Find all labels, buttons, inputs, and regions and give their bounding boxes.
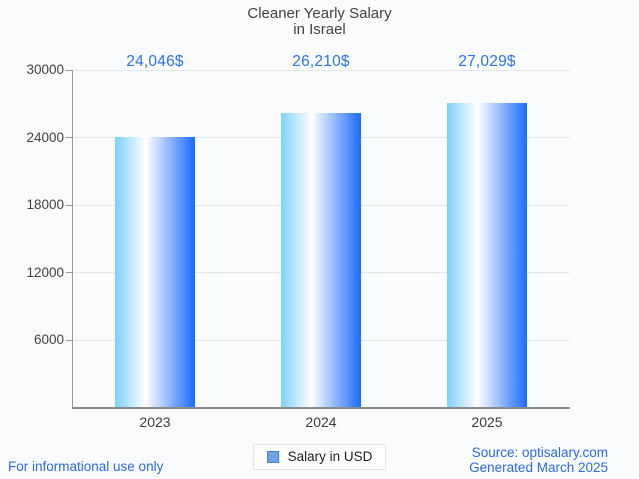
bar-2025 [447,103,527,408]
bar-value-label-2025: 27,029$ [458,53,516,70]
bar-2023 [115,137,195,408]
chart-title: Cleaner Yearly Salary in Israel [0,6,639,38]
legend-marker-square-icon [266,450,279,463]
y-axis-label: 12000 [26,264,64,280]
y-axis-label: 18000 [26,197,64,213]
generated-line: Generated March 2025 [469,460,608,475]
y-axis-tick [66,272,72,274]
y-axis-tick [66,339,72,341]
y-axis-label: 30000 [26,62,64,77]
bar-value-label-2023: 24,046$ [126,53,184,70]
chart-title-line1: Cleaner Yearly Salary [247,5,392,22]
bar-2024 [281,112,361,408]
y-axis-label: 24000 [26,129,64,145]
gridline-30000 [72,69,570,71]
x-axis-label-2023: 2023 [139,414,171,430]
source-line: Source: optisalary.com [471,445,608,460]
legend: Salary in USD [252,444,387,470]
y-axis-tick [66,69,72,71]
x-axis-label-2024: 2024 [305,414,337,430]
disclaimer-text: For informational use only [8,459,164,474]
legend-label: Salary in USD [287,449,373,464]
bar-value-label-2024: 26,210$ [292,53,350,70]
y-axis-tick [66,204,72,206]
source-credit: Source: optisalary.com Generated March 2… [469,445,608,475]
y-axis-label: 6000 [33,332,64,348]
y-axis-line [72,70,73,408]
x-axis-line [72,407,570,409]
y-axis-tick [66,137,72,139]
x-axis-label-2025: 2025 [471,414,503,430]
chart-title-line2: in Israel [293,21,346,38]
